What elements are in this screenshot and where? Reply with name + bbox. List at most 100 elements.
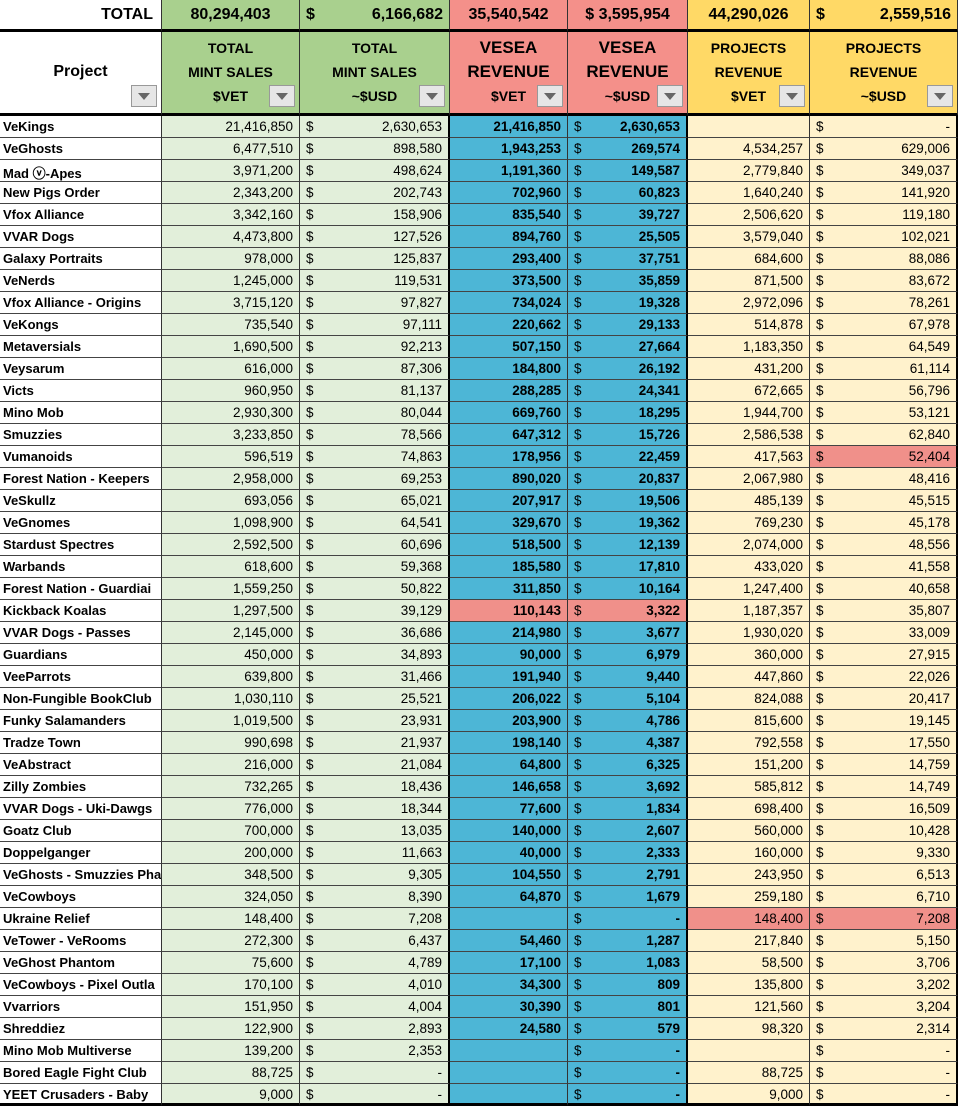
data-cell: $4,387 bbox=[568, 732, 688, 754]
cell-value: 60,696 bbox=[400, 537, 442, 552]
cell-value: 214,980 bbox=[512, 625, 561, 640]
header-line: REVENUE bbox=[586, 62, 669, 81]
cell-value: 53,121 bbox=[908, 405, 950, 420]
data-cell: 200,000 bbox=[162, 842, 300, 864]
project-name: Non-Fungible BookClub bbox=[3, 691, 152, 706]
data-cell: $119,531 bbox=[300, 270, 450, 292]
data-cell: 1,930,020 bbox=[688, 622, 810, 644]
data-cell: $ - bbox=[568, 908, 688, 930]
currency-symbol: $ bbox=[816, 163, 824, 178]
data-cell: $78,261 bbox=[810, 292, 958, 314]
data-cell: Veysarum bbox=[0, 358, 162, 380]
data-cell: $6,437 bbox=[300, 930, 450, 952]
cell-value: - bbox=[437, 1065, 443, 1080]
data-cell: $4,789 bbox=[300, 952, 450, 974]
cell-value: 21,937 bbox=[400, 735, 442, 750]
cell-value: 3,677 bbox=[646, 625, 680, 640]
currency-symbol: $ bbox=[306, 713, 314, 728]
cell-value: 151,200 bbox=[754, 757, 803, 772]
cell-value: 1,247,400 bbox=[742, 581, 803, 596]
cell-value: 19,506 bbox=[638, 493, 680, 508]
project-name: Forest Nation - Guardiai bbox=[3, 581, 152, 596]
currency-symbol: $ bbox=[306, 471, 314, 486]
data-cell: $20,417 bbox=[810, 688, 958, 710]
data-cell: 735,540 bbox=[162, 314, 300, 336]
cell-value: 26,192 bbox=[638, 361, 680, 376]
data-cell: 64,870 bbox=[450, 886, 568, 908]
cell-value: 39,129 bbox=[400, 603, 442, 618]
currency-symbol: $ bbox=[574, 141, 582, 156]
total-cell: $ 3,595,954 bbox=[568, 0, 688, 32]
cell-value: 34,300 bbox=[519, 977, 561, 992]
currency-symbol: $ bbox=[574, 801, 582, 816]
data-cell: 824,088 bbox=[688, 688, 810, 710]
filter-dropdown[interactable] bbox=[131, 85, 157, 107]
data-cell: $37,751 bbox=[568, 248, 688, 270]
currency-symbol: $ bbox=[574, 955, 582, 970]
data-cell: Zilly Zombies bbox=[0, 776, 162, 798]
data-cell: 732,265 bbox=[162, 776, 300, 798]
cell-value: 2,958,000 bbox=[232, 471, 293, 486]
currency-symbol: $ bbox=[816, 449, 824, 464]
data-cell: 9,000 bbox=[688, 1084, 810, 1106]
cell-value: 151,950 bbox=[244, 999, 293, 1014]
data-cell: 1,098,900 bbox=[162, 512, 300, 534]
header-cell: PROJECTS REVENUE $VET bbox=[688, 32, 810, 116]
data-cell: $18,295 bbox=[568, 402, 688, 424]
currency-symbol: $ bbox=[306, 911, 314, 926]
data-cell: 293,400 bbox=[450, 248, 568, 270]
filter-dropdown[interactable] bbox=[537, 85, 563, 107]
data-cell: 672,665 bbox=[688, 380, 810, 402]
data-cell: $35,807 bbox=[810, 600, 958, 622]
header-cell: TOTAL MINT SALES ~$USD bbox=[300, 32, 450, 116]
currency-symbol: $ bbox=[816, 691, 824, 706]
data-cell: $60,696 bbox=[300, 534, 450, 556]
filter-dropdown[interactable] bbox=[779, 85, 805, 107]
currency-symbol: $ bbox=[574, 163, 582, 178]
cell-value: 514,878 bbox=[754, 317, 803, 332]
data-cell: 185,580 bbox=[450, 556, 568, 578]
cell-value: 324,050 bbox=[244, 889, 293, 904]
currency-symbol: $ bbox=[816, 427, 824, 442]
filter-dropdown[interactable] bbox=[927, 85, 953, 107]
data-cell: VeKings bbox=[0, 116, 162, 138]
data-cell: 960,950 bbox=[162, 380, 300, 402]
data-cell: 98,320 bbox=[688, 1018, 810, 1040]
cell-value: 97,111 bbox=[402, 317, 442, 332]
currency-symbol: $ bbox=[306, 537, 314, 552]
filter-dropdown[interactable] bbox=[657, 85, 683, 107]
data-cell: Vfox Alliance - Origins bbox=[0, 292, 162, 314]
total-cell: $6,166,682 bbox=[300, 0, 450, 32]
project-name: Funky Salamanders bbox=[3, 713, 126, 728]
currency-symbol: $ bbox=[816, 933, 824, 948]
filter-dropdown[interactable] bbox=[419, 85, 445, 107]
data-cell: $12,139 bbox=[568, 534, 688, 556]
cell-value: 3,202 bbox=[916, 977, 950, 992]
data-cell: $158,906 bbox=[300, 204, 450, 226]
cell-value: 1,690,500 bbox=[232, 339, 293, 354]
cell-value: 60,823 bbox=[638, 185, 680, 200]
filter-dropdown[interactable] bbox=[269, 85, 295, 107]
currency-symbol: $ bbox=[574, 361, 582, 376]
data-cell: $ - bbox=[300, 1084, 450, 1106]
data-cell: Stardust Spectres bbox=[0, 534, 162, 556]
data-cell: 21,416,850 bbox=[162, 116, 300, 138]
data-cell: 507,150 bbox=[450, 336, 568, 358]
cell-value: 141,920 bbox=[901, 185, 950, 200]
data-cell: $45,515 bbox=[810, 490, 958, 512]
cell-value: 33,009 bbox=[908, 625, 950, 640]
data-cell: Galaxy Portraits bbox=[0, 248, 162, 270]
cell-value: 360,000 bbox=[754, 647, 803, 662]
data-cell: 217,840 bbox=[688, 930, 810, 952]
total-cell: 35,540,542 bbox=[450, 0, 568, 32]
currency-symbol: $ bbox=[816, 6, 825, 23]
data-cell: Metaversials bbox=[0, 336, 162, 358]
data-cell: 207,917 bbox=[450, 490, 568, 512]
data-cell: $125,837 bbox=[300, 248, 450, 270]
data-cell: 1,030,110 bbox=[162, 688, 300, 710]
cell-value: 735,540 bbox=[244, 317, 293, 332]
data-cell: $579 bbox=[568, 1018, 688, 1040]
currency-symbol: $ bbox=[816, 339, 824, 354]
cell-value: 698,400 bbox=[754, 801, 803, 816]
data-cell: VeGnomes bbox=[0, 512, 162, 534]
